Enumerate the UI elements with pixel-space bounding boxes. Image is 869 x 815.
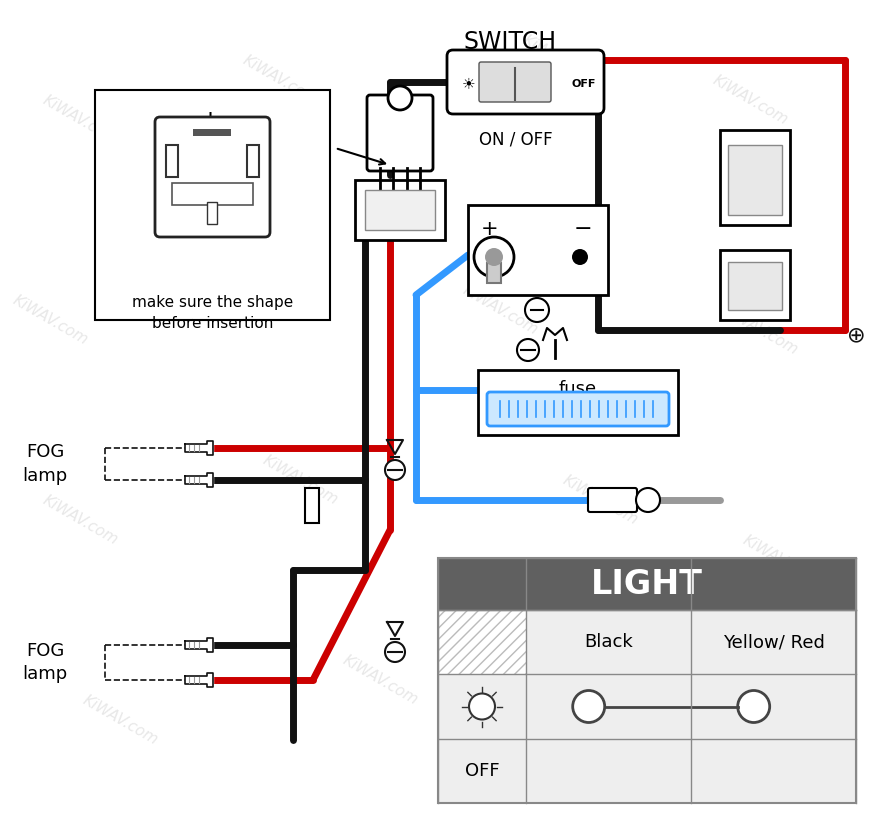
Bar — [526, 674, 690, 738]
FancyBboxPatch shape — [479, 62, 550, 102]
Bar — [690, 610, 855, 674]
Polygon shape — [185, 441, 213, 455]
Bar — [365, 190, 434, 230]
Text: fuse: fuse — [558, 380, 596, 398]
Text: OFF: OFF — [571, 79, 595, 89]
Bar — [247, 145, 259, 177]
Text: FOG
lamp: FOG lamp — [23, 641, 68, 683]
Text: make sure the shape
before insertion: make sure the shape before insertion — [132, 295, 293, 331]
Bar — [193, 129, 231, 136]
Bar — [468, 205, 607, 295]
Bar — [172, 183, 253, 205]
Bar — [526, 738, 690, 803]
Bar — [727, 145, 781, 215]
Text: ON / OFF: ON / OFF — [478, 130, 552, 148]
Circle shape — [516, 339, 539, 361]
Text: ⊕: ⊕ — [846, 325, 865, 345]
Text: +: + — [481, 219, 498, 239]
Circle shape — [572, 690, 604, 723]
FancyBboxPatch shape — [587, 488, 636, 512]
Bar — [727, 262, 781, 310]
Text: KiWAV.com: KiWAV.com — [40, 92, 120, 148]
Text: KiWAV.com: KiWAV.com — [709, 73, 789, 128]
FancyBboxPatch shape — [155, 117, 269, 237]
Text: KiWAV.com: KiWAV.com — [339, 653, 420, 707]
Text: Yellow/ Red: Yellow/ Red — [722, 633, 824, 651]
Bar — [720, 130, 789, 225]
Bar — [95, 90, 329, 320]
Bar — [477, 370, 677, 435]
Circle shape — [524, 298, 548, 322]
Bar — [690, 674, 855, 738]
Bar — [437, 610, 526, 674]
Circle shape — [484, 248, 502, 266]
Text: KiWAV.com: KiWAV.com — [719, 302, 799, 358]
Text: KiWAV.com: KiWAV.com — [739, 532, 819, 588]
Text: KiWAV.com: KiWAV.com — [519, 33, 600, 87]
Text: KiWAV.com: KiWAV.com — [10, 293, 90, 347]
Circle shape — [385, 642, 405, 662]
Bar — [166, 145, 178, 177]
Polygon shape — [185, 638, 213, 652]
Bar — [720, 250, 789, 320]
Circle shape — [737, 690, 769, 723]
Bar — [437, 738, 526, 803]
Bar — [526, 610, 690, 674]
Bar — [437, 674, 526, 738]
Circle shape — [388, 86, 412, 110]
Text: KiWAV.com: KiWAV.com — [240, 52, 320, 108]
Bar — [305, 488, 319, 523]
Circle shape — [571, 249, 587, 265]
Bar — [690, 738, 855, 803]
Text: Black: Black — [583, 633, 632, 651]
Text: KiWAV.com: KiWAV.com — [80, 693, 160, 747]
Circle shape — [635, 488, 660, 512]
Text: KiWAV.com: KiWAV.com — [260, 452, 340, 508]
Text: LIGHT: LIGHT — [590, 567, 702, 601]
Circle shape — [468, 694, 494, 720]
Bar — [437, 558, 855, 803]
Text: −: − — [573, 219, 592, 239]
FancyBboxPatch shape — [447, 50, 603, 114]
Bar — [355, 180, 444, 240]
Text: KiWAV.com: KiWAV.com — [559, 473, 640, 527]
Text: OFF: OFF — [464, 762, 499, 780]
FancyBboxPatch shape — [487, 392, 668, 426]
Bar — [437, 558, 855, 610]
Text: ☀: ☀ — [461, 77, 475, 91]
Circle shape — [385, 460, 405, 480]
Polygon shape — [185, 673, 213, 687]
Circle shape — [474, 237, 514, 277]
Text: KiWAV.com: KiWAV.com — [209, 253, 290, 307]
Polygon shape — [185, 473, 213, 487]
Text: SWITCH: SWITCH — [463, 30, 556, 54]
Text: relay: relay — [184, 112, 240, 132]
Bar — [487, 263, 501, 283]
Text: KiWAV.com: KiWAV.com — [459, 283, 540, 337]
FancyBboxPatch shape — [367, 95, 433, 171]
Text: KiWAV.com: KiWAV.com — [639, 672, 720, 728]
Text: KiWAV.com: KiWAV.com — [40, 492, 120, 548]
Text: FOG
lamp: FOG lamp — [23, 443, 68, 485]
Bar — [208, 202, 217, 224]
